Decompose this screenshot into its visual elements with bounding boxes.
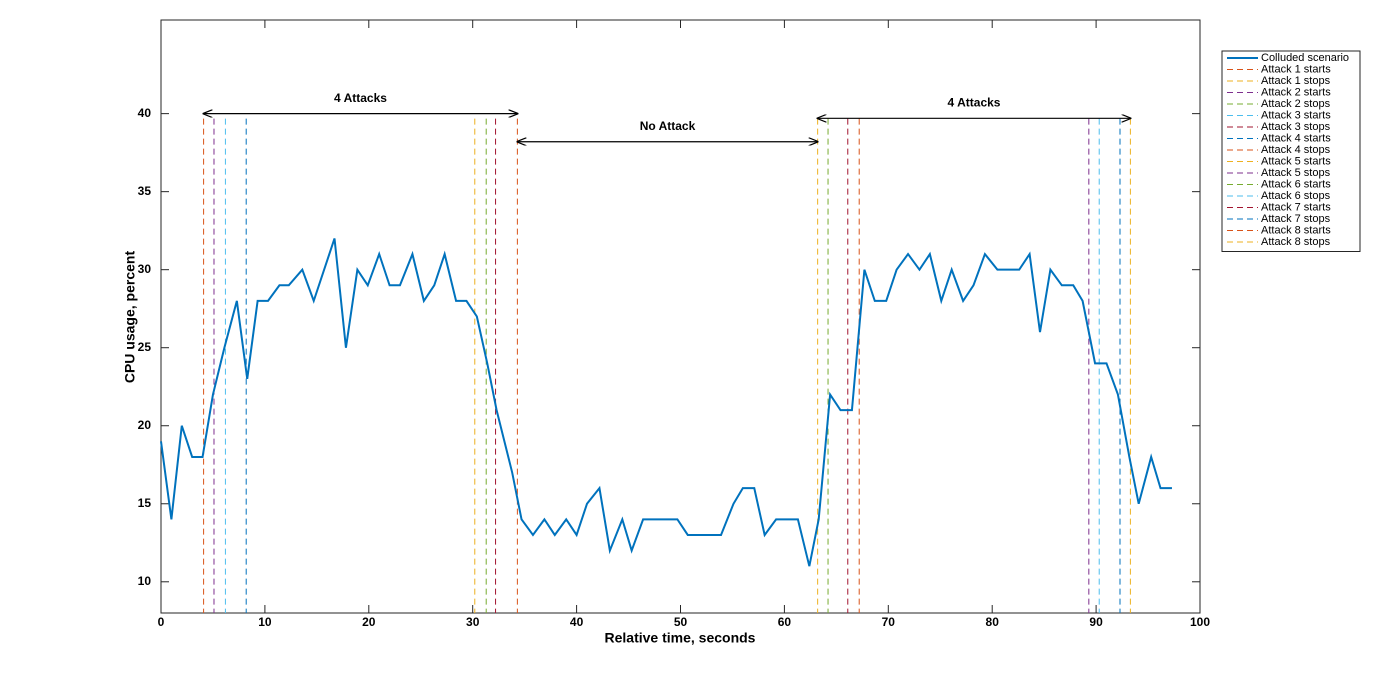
legend-label: Attack 7 stops <box>1261 213 1331 225</box>
x-tick-label: 20 <box>362 615 376 629</box>
legend-label: Attack 8 starts <box>1261 224 1331 236</box>
x-tick-label: 100 <box>1190 615 1210 629</box>
legend-label: Attack 7 starts <box>1261 201 1331 213</box>
legend-label: Attack 2 starts <box>1261 86 1331 98</box>
y-tick-label: 10 <box>138 574 152 588</box>
legend-label: Attack 5 stops <box>1261 167 1331 179</box>
legend-label: Attack 4 stops <box>1261 144 1331 156</box>
annotation-text: 4 Attacks <box>334 91 387 105</box>
data-line <box>160 238 1172 567</box>
y-tick-label: 20 <box>138 418 152 432</box>
legend-label: Attack 3 stops <box>1261 121 1331 133</box>
legend-box <box>1221 50 1361 252</box>
x-tick-label: 70 <box>882 615 896 629</box>
x-tick-label: 10 <box>258 615 272 629</box>
legend-label: Attack 1 starts <box>1261 63 1331 75</box>
annotation-text: No Attack <box>640 119 696 133</box>
y-tick-label: 15 <box>138 496 152 510</box>
y-tick-label: 40 <box>138 106 152 120</box>
y-tick-label: 30 <box>138 262 152 276</box>
legend-label: Attack 2 stops <box>1261 98 1331 110</box>
x-tick-label: 90 <box>1089 615 1103 629</box>
x-tick-label: 80 <box>986 615 1000 629</box>
x-tick-label: 40 <box>570 615 584 629</box>
legend-label: Attack 6 starts <box>1261 178 1331 190</box>
legend-label: Attack 3 starts <box>1261 109 1331 121</box>
legend-label: Colluded scenario <box>1261 52 1349 64</box>
legend-label: Attack 8 stops <box>1261 236 1331 248</box>
x-tick-label: 50 <box>674 615 688 629</box>
x-axis-label: Relative time, seconds <box>605 630 756 646</box>
annotation-text: 4 Attacks <box>948 95 1001 109</box>
y-tick-label: 35 <box>138 184 152 198</box>
x-tick-label: 0 <box>158 615 165 629</box>
legend-label: Attack 4 starts <box>1261 132 1331 144</box>
x-tick-label: 60 <box>778 615 792 629</box>
y-axis-label: CPU usage, percent <box>122 251 138 384</box>
x-tick-label: 30 <box>466 615 480 629</box>
legend-label: Attack 6 stops <box>1261 190 1331 202</box>
legend-label: Attack 1 stops <box>1261 75 1331 87</box>
legend-label: Attack 5 starts <box>1261 155 1331 167</box>
y-tick-label: 25 <box>138 340 152 354</box>
